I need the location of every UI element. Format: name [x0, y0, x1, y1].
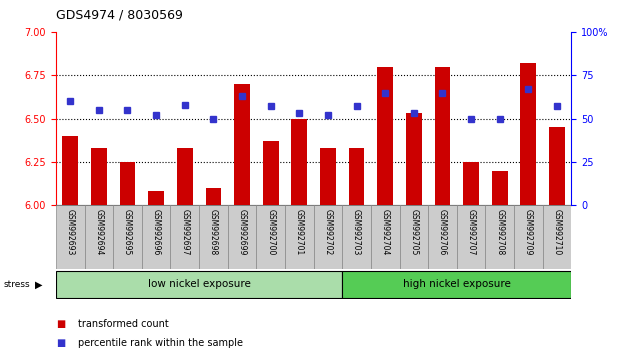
Bar — [549, 127, 565, 205]
Bar — [291, 119, 307, 205]
Text: high nickel exposure: high nickel exposure — [403, 279, 510, 289]
Bar — [457, 205, 486, 269]
Bar — [206, 188, 221, 205]
Text: low nickel exposure: low nickel exposure — [148, 279, 250, 289]
Bar — [113, 205, 142, 269]
Bar — [148, 192, 164, 205]
Bar — [486, 205, 514, 269]
Bar — [378, 67, 393, 205]
Bar — [406, 113, 422, 205]
Bar — [84, 205, 113, 269]
Text: ▶: ▶ — [35, 280, 43, 290]
Text: GSM992704: GSM992704 — [381, 209, 390, 255]
Text: GSM992695: GSM992695 — [123, 209, 132, 255]
Text: GSM992701: GSM992701 — [295, 209, 304, 255]
Bar — [320, 148, 336, 205]
Bar — [342, 270, 571, 298]
Text: GSM992700: GSM992700 — [266, 209, 275, 255]
Text: GSM992709: GSM992709 — [524, 209, 533, 255]
Text: GSM992702: GSM992702 — [324, 209, 332, 255]
Text: GSM992707: GSM992707 — [466, 209, 476, 255]
Bar — [234, 84, 250, 205]
Text: GSM992696: GSM992696 — [152, 209, 161, 255]
Text: ■: ■ — [56, 319, 65, 329]
Bar — [199, 205, 228, 269]
Bar — [56, 205, 84, 269]
Text: GDS4974 / 8030569: GDS4974 / 8030569 — [56, 9, 183, 22]
Text: percentile rank within the sample: percentile rank within the sample — [78, 338, 243, 348]
Bar — [428, 205, 457, 269]
Text: GSM992706: GSM992706 — [438, 209, 447, 255]
Bar — [62, 136, 78, 205]
Bar — [435, 67, 450, 205]
Bar — [170, 205, 199, 269]
Text: transformed count: transformed count — [78, 319, 168, 329]
Bar — [142, 205, 170, 269]
Bar — [543, 205, 571, 269]
Text: ■: ■ — [56, 338, 65, 348]
Bar — [120, 162, 135, 205]
Bar — [342, 205, 371, 269]
Text: GSM992705: GSM992705 — [409, 209, 419, 255]
Text: GSM992698: GSM992698 — [209, 209, 218, 255]
Text: GSM992699: GSM992699 — [237, 209, 247, 255]
Bar — [399, 205, 428, 269]
Text: GSM992703: GSM992703 — [352, 209, 361, 255]
Bar — [91, 148, 107, 205]
Text: GSM992694: GSM992694 — [94, 209, 103, 255]
Bar — [314, 205, 342, 269]
Bar — [492, 171, 507, 205]
Text: GSM992693: GSM992693 — [66, 209, 75, 255]
Bar — [177, 148, 193, 205]
Bar — [285, 205, 314, 269]
Text: stress: stress — [3, 280, 30, 290]
Bar — [348, 148, 365, 205]
Text: GSM992697: GSM992697 — [180, 209, 189, 255]
Text: GSM992710: GSM992710 — [553, 209, 561, 255]
Text: GSM992708: GSM992708 — [495, 209, 504, 255]
Bar — [228, 205, 256, 269]
Bar — [371, 205, 399, 269]
Bar — [256, 205, 285, 269]
Bar — [463, 162, 479, 205]
Bar — [520, 63, 537, 205]
Bar — [263, 141, 279, 205]
Bar — [514, 205, 543, 269]
Bar — [56, 270, 342, 298]
